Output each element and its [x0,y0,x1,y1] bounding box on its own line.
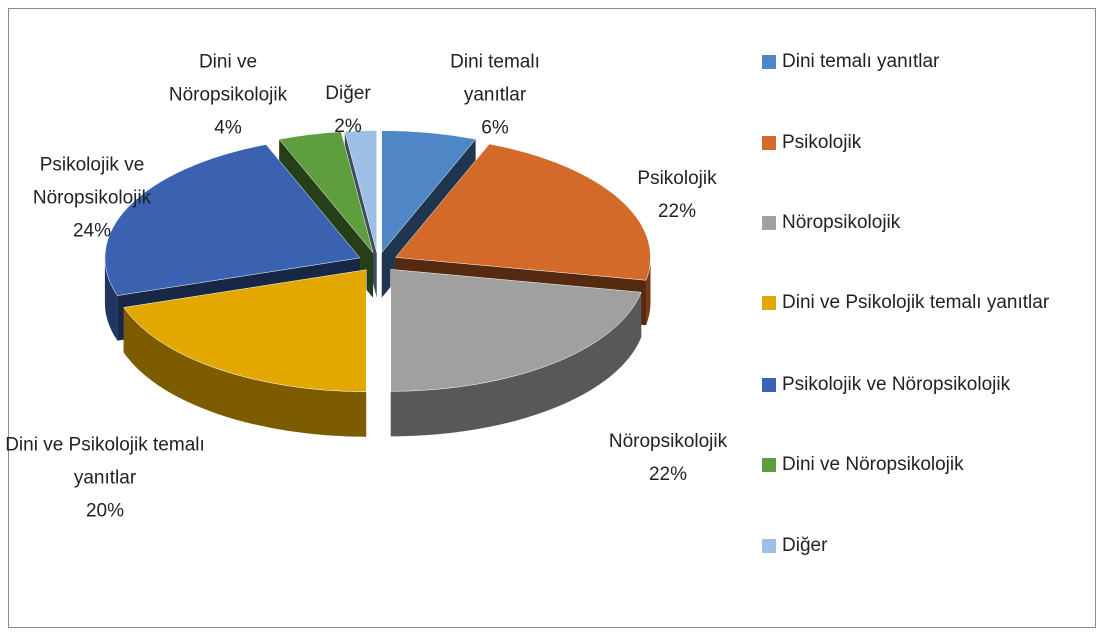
data-label-name: Dini temalı yanıtlar [450,51,540,106]
data-label-name: Diğer [325,83,371,104]
slice-top [390,269,642,392]
slice-top [344,130,377,253]
legend-label: Dini ve Psikolojik temalı yanıtlar [782,292,1050,313]
legend-swatch [762,136,776,150]
slice-side [104,257,118,341]
legend-label: Dini temalı yanıtlar [782,51,940,72]
slice-top [278,131,374,253]
slice [390,269,642,437]
slice-side [123,307,367,437]
slice-side [390,292,642,437]
slice-top [381,130,477,254]
chart-border [8,8,1096,628]
legend-item: Dini ve Psikolojik temalı yanıtlar [762,286,1082,319]
legend-item: Diğer [762,529,1082,562]
data-label-name: Nöropsikolojik [608,431,728,452]
legend-label: Nöropsikolojik [782,212,901,233]
legend-label: Dini ve Nöropsikolojik [782,454,964,475]
slice-top [123,269,367,392]
data-label: Dini ve Nöropsikolojik 4% [158,46,298,145]
data-label-name: Psikolojik [637,168,717,189]
data-label: Psikolojik ve Nöropsikolojik 24% [7,149,177,248]
legend-swatch [762,296,776,310]
data-label-value: 24% [72,220,112,242]
data-label-name: Dini ve Psikolojik temalı yanıtlar [5,434,205,489]
legend-swatch [762,216,776,230]
slice-top [104,144,361,296]
legend-label: Diğer [782,535,828,556]
slice-side [646,257,651,326]
data-label-name: Psikolojik ve Nöropsikolojik [32,154,152,209]
data-label-name: Dini ve Nöropsikolojik [168,51,288,106]
legend-swatch [762,378,776,392]
data-label-value: 2% [334,116,362,137]
data-label-value: 20% [85,500,125,522]
legend-item: Nöropsikolojik [762,206,1082,239]
legend-item: Psikolojik ve Nöropsikolojik [762,368,1082,401]
slice-top [395,143,651,281]
legend-item: Dini ve Nöropsikolojik [762,448,1082,481]
legend-swatch [762,458,776,472]
data-label-value: 22% [648,464,688,485]
data-label: Psikolojik 22% [607,162,747,228]
data-label: Nöropsikolojik 22% [583,425,753,491]
data-label: Dini ve Psikolojik temalı yanıtlar 20% [5,429,205,528]
legend-swatch [762,539,776,553]
legend-label: Psikolojik [782,132,862,153]
data-label-value: 4% [214,117,242,139]
data-label-value: 22% [657,201,697,222]
legend-item: Dini temalı yanıtlar [762,45,1082,78]
legend-label: Psikolojik ve Nöropsikolojik [782,374,1011,395]
data-label-value: 6% [481,117,509,139]
data-label: Dini temalı yanıtlar 6% [425,46,565,145]
legend-swatch [762,55,776,69]
legend-item: Psikolojik [762,126,1082,159]
data-label: Diğer 2% [308,77,388,143]
slice [123,269,367,437]
